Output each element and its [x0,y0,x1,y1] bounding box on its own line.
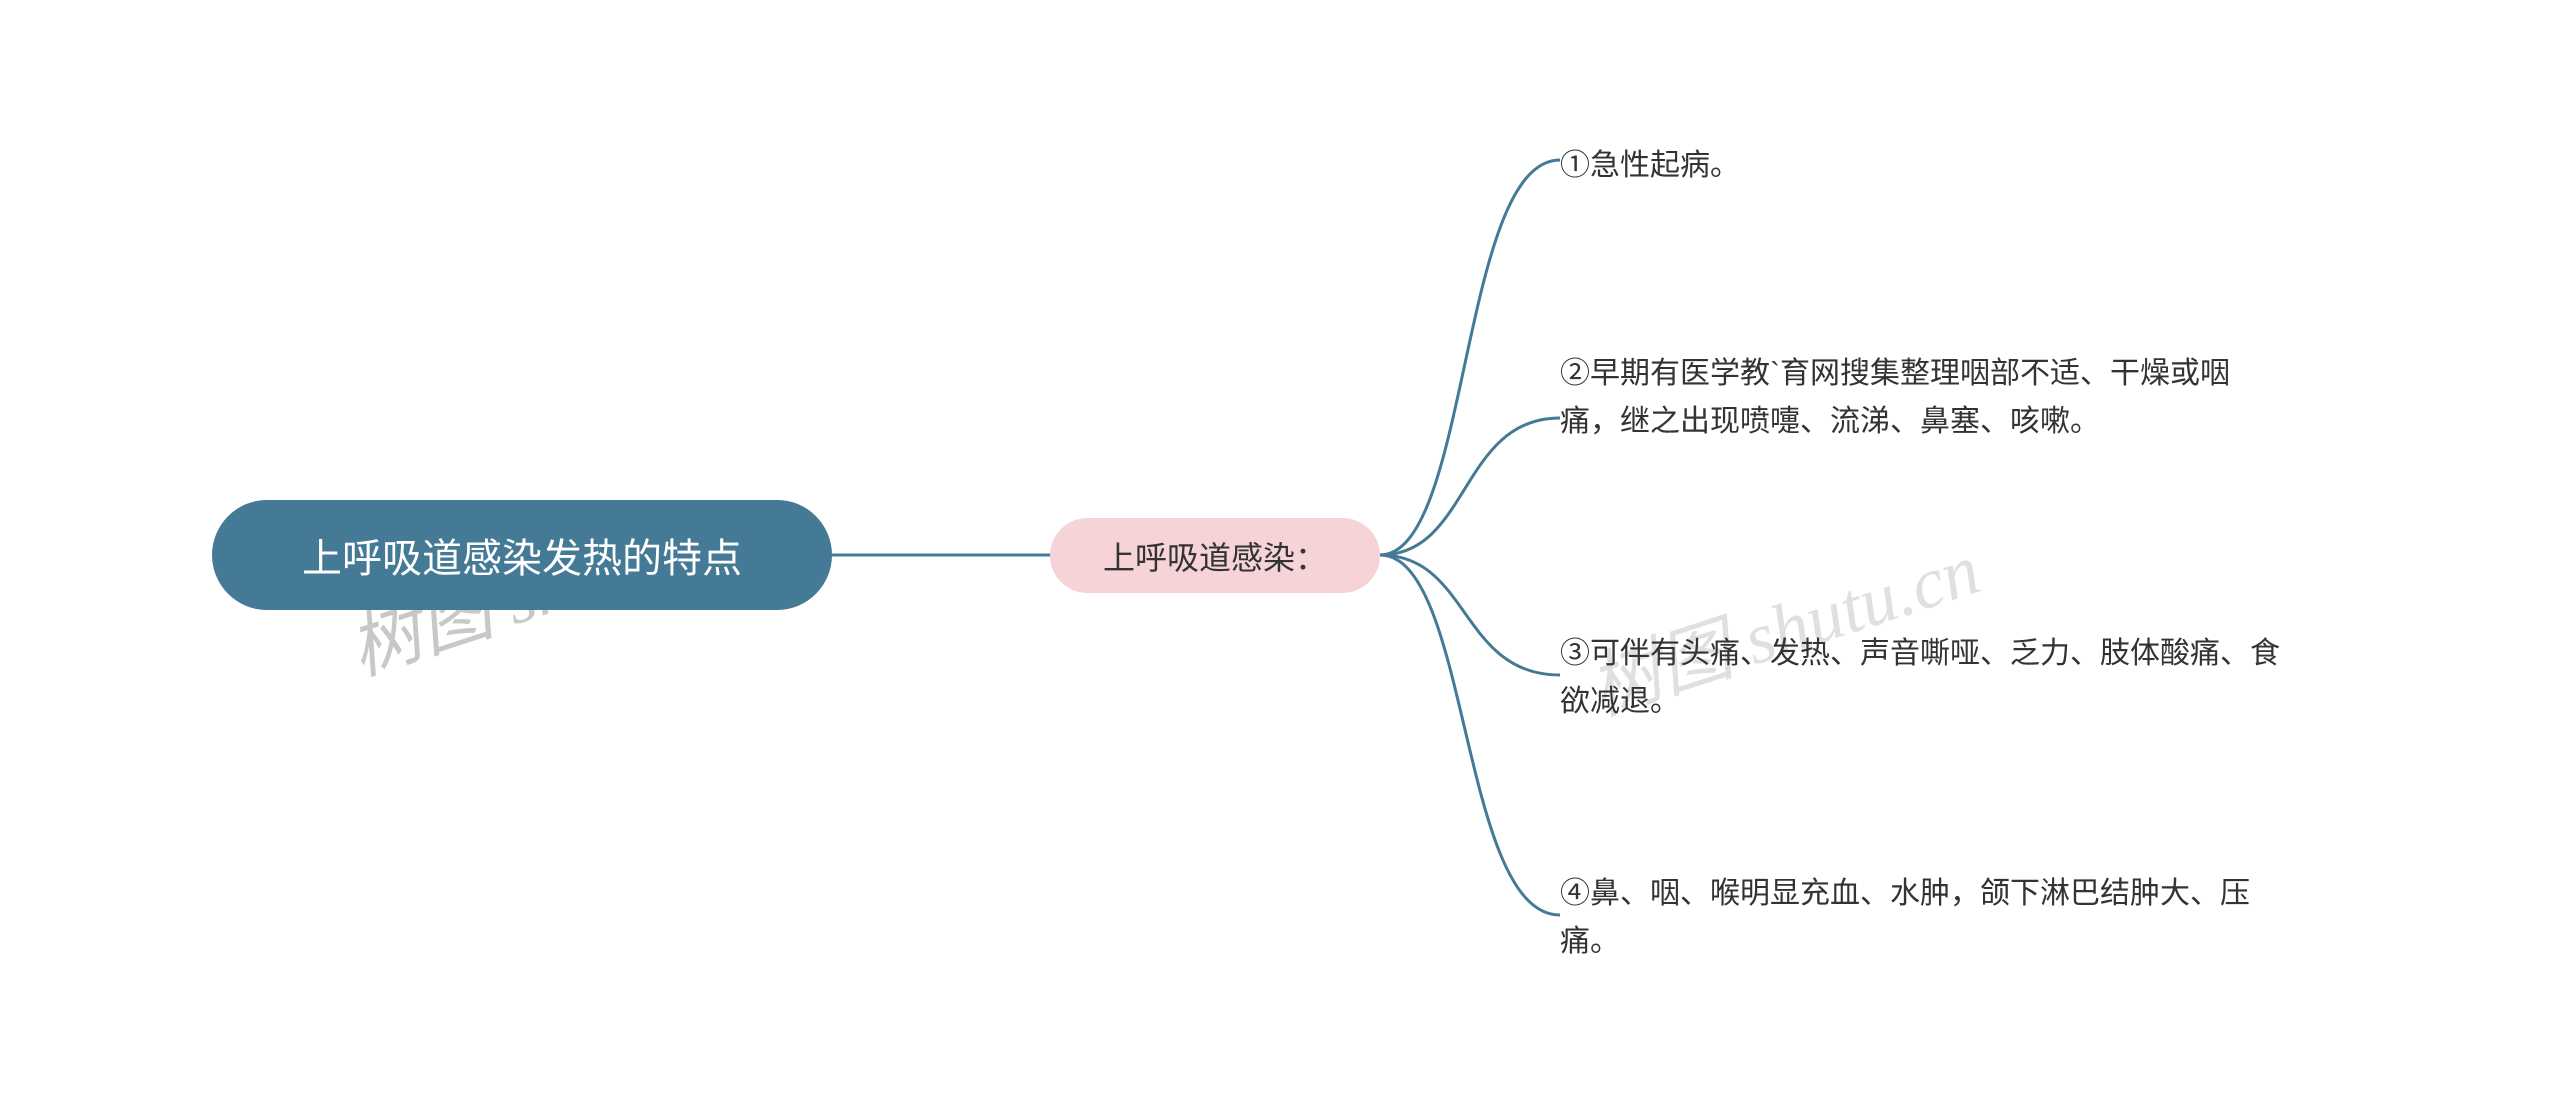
sub-node[interactable]: 上呼吸道感染： [1050,518,1380,593]
connector-sub-leaf-1 [1380,160,1560,555]
leaf-node-3[interactable]: ③可伴有头痛、发热、声音嘶哑、乏力、肢体酸痛、食欲减退。 [1560,630,2280,726]
leaf-text: ③可伴有头痛、发热、声音嘶哑、乏力、肢体酸痛、食欲减退。 [1560,637,2280,718]
root-node-text: 上呼吸道感染发热的特点 [302,526,742,584]
leaf-node-1[interactable]: ①急性起病。 [1560,142,2280,190]
leaf-text: ②早期有医学教`育网搜集整理咽部不适、干燥或咽痛，继之出现喷嚏、流涕、鼻塞、咳嗽… [1560,357,2230,438]
sub-node-text: 上呼吸道感染： [1103,533,1327,579]
mindmap-canvas: 树图 shutu.cn 上呼吸道感染发热的特点 上呼吸道感染： ①急性起病。 ②… [0,0,2560,1100]
connector-sub-leaf-4 [1380,555,1560,915]
leaf-text: ①急性起病。 [1560,149,1740,182]
leaf-node-2[interactable]: ②早期有医学教`育网搜集整理咽部不适、干燥或咽痛，继之出现喷嚏、流涕、鼻塞、咳嗽… [1560,350,2280,446]
leaf-node-4[interactable]: ④鼻、咽、喉明显充血、水肿，颌下淋巴结肿大、压痛。 [1560,870,2280,966]
root-node[interactable]: 上呼吸道感染发热的特点 [212,500,832,610]
leaf-text: ④鼻、咽、喉明显充血、水肿，颌下淋巴结肿大、压痛。 [1560,877,2250,958]
connector-sub-leaf-3 [1380,555,1560,675]
connector-sub-leaf-2 [1380,418,1560,555]
